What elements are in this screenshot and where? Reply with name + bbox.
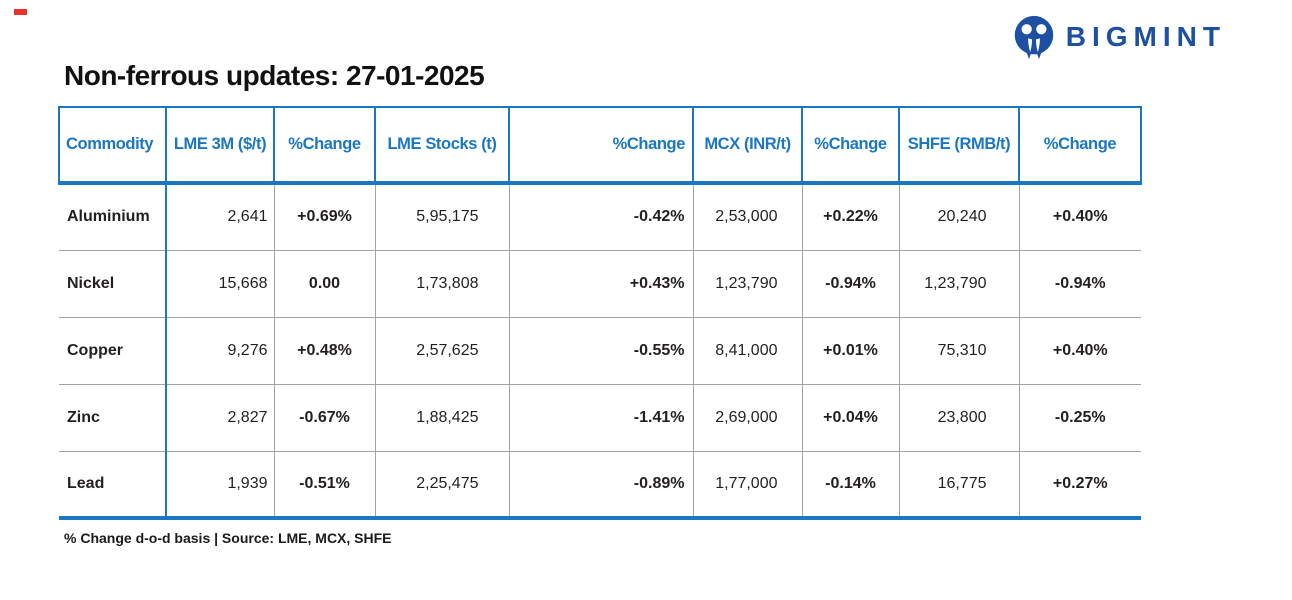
col-header-shfe-change: %Change <box>1018 106 1142 185</box>
shfe-value: 1,23,790 <box>899 250 1020 318</box>
shfe-change: -0.25% <box>1019 384 1141 452</box>
lme-stocks-value: 5,95,175 <box>375 183 510 251</box>
lme-3m-value: 2,827 <box>166 384 275 452</box>
lme-stocks-value: 1,73,808 <box>375 250 510 318</box>
shfe-change: +0.27% <box>1019 451 1141 520</box>
row-aluminium: Aluminium 2,641 +0.69% 5,95,175 -0.42% 2… <box>59 183 1141 251</box>
col-header-lme-stocks-change: %Change <box>508 106 693 185</box>
lme-stocks-change: -0.55% <box>509 317 694 385</box>
shfe-change: +0.40% <box>1019 317 1141 385</box>
lme-stocks-value: 1,88,425 <box>375 384 510 452</box>
header-row: Commodity LME 3M ($/t) %Change LME Stock… <box>58 106 1142 185</box>
lme-3m-change: +0.69% <box>274 183 376 251</box>
lme-stocks-change: -0.89% <box>509 451 694 520</box>
commodity-table: Commodity LME 3M ($/t) %Change LME Stock… <box>58 106 1142 520</box>
commodity-name: Copper <box>59 317 167 385</box>
commodity-name: Lead <box>59 451 167 520</box>
col-header-lme-stocks: LME Stocks (t) <box>374 106 509 185</box>
bigmint-logo-icon <box>1014 15 1054 59</box>
shfe-change: -0.94% <box>1019 250 1141 318</box>
commodity-table-container: Commodity LME 3M ($/t) %Change LME Stock… <box>58 106 1142 546</box>
report-title: Non-ferrous updates: 27-01-2025 <box>64 60 485 91</box>
lme-3m-change: +0.48% <box>274 317 376 385</box>
lme-stocks-change: -1.41% <box>509 384 694 452</box>
bigmint-logo-text: BIGMINT <box>1065 21 1226 52</box>
commodity-name: Nickel <box>59 250 167 318</box>
mcx-change: +0.01% <box>802 317 900 385</box>
mcx-value: 1,77,000 <box>693 451 803 520</box>
mcx-change: -0.94% <box>802 250 900 318</box>
mcx-value: 8,41,000 <box>693 317 803 385</box>
mcx-value: 1,23,790 <box>693 250 803 318</box>
lme-stocks-change: -0.42% <box>509 183 694 251</box>
lme-stocks-value: 2,57,625 <box>375 317 510 385</box>
mcx-change: -0.14% <box>802 451 900 520</box>
lme-stocks-change: +0.43% <box>509 250 694 318</box>
lme-stocks-value: 2,25,475 <box>375 451 510 520</box>
lme-3m-value: 15,668 <box>166 250 275 318</box>
mcx-change: +0.22% <box>802 183 900 251</box>
commodity-name: Aluminium <box>59 183 167 251</box>
lme-3m-change: -0.67% <box>274 384 376 452</box>
row-nickel: Nickel 15,668 0.00 1,73,808 +0.43% 1,23,… <box>59 250 1141 318</box>
mcx-change: +0.04% <box>802 384 900 452</box>
col-header-lme-3m-change: %Change <box>273 106 375 185</box>
mcx-value: 2,69,000 <box>693 384 803 452</box>
corner-red-dash <box>14 9 27 15</box>
row-lead: Lead 1,939 -0.51% 2,25,475 -0.89% 1,77,0… <box>59 451 1141 520</box>
col-header-commodity: Commodity <box>58 106 166 185</box>
lme-3m-value: 9,276 <box>166 317 275 385</box>
col-header-lme-3m: LME 3M ($/t) <box>165 106 274 185</box>
lme-3m-value: 1,939 <box>166 451 275 520</box>
bigmint-logo: BIGMINT <box>1012 15 1226 59</box>
shfe-value: 20,240 <box>899 183 1020 251</box>
row-zinc: Zinc 2,827 -0.67% 1,88,425 -1.41% 2,69,0… <box>59 384 1141 452</box>
lme-3m-value: 2,641 <box>166 183 275 251</box>
commodity-name: Zinc <box>59 384 167 452</box>
lme-3m-change: -0.51% <box>274 451 376 520</box>
mcx-value: 2,53,000 <box>693 183 803 251</box>
row-copper: Copper 9,276 +0.48% 2,57,625 -0.55% 8,41… <box>59 317 1141 385</box>
shfe-value: 23,800 <box>899 384 1020 452</box>
lme-3m-change: 0.00 <box>274 250 376 318</box>
shfe-value: 16,775 <box>899 451 1020 520</box>
col-header-mcx-change: %Change <box>801 106 899 185</box>
col-header-shfe: SHFE (RMB/t) <box>898 106 1019 185</box>
source-note: % Change d-o-d basis | Source: LME, MCX,… <box>64 530 392 546</box>
shfe-value: 75,310 <box>899 317 1020 385</box>
shfe-change: +0.40% <box>1019 183 1141 251</box>
col-header-mcx: MCX (INR/t) <box>692 106 802 185</box>
